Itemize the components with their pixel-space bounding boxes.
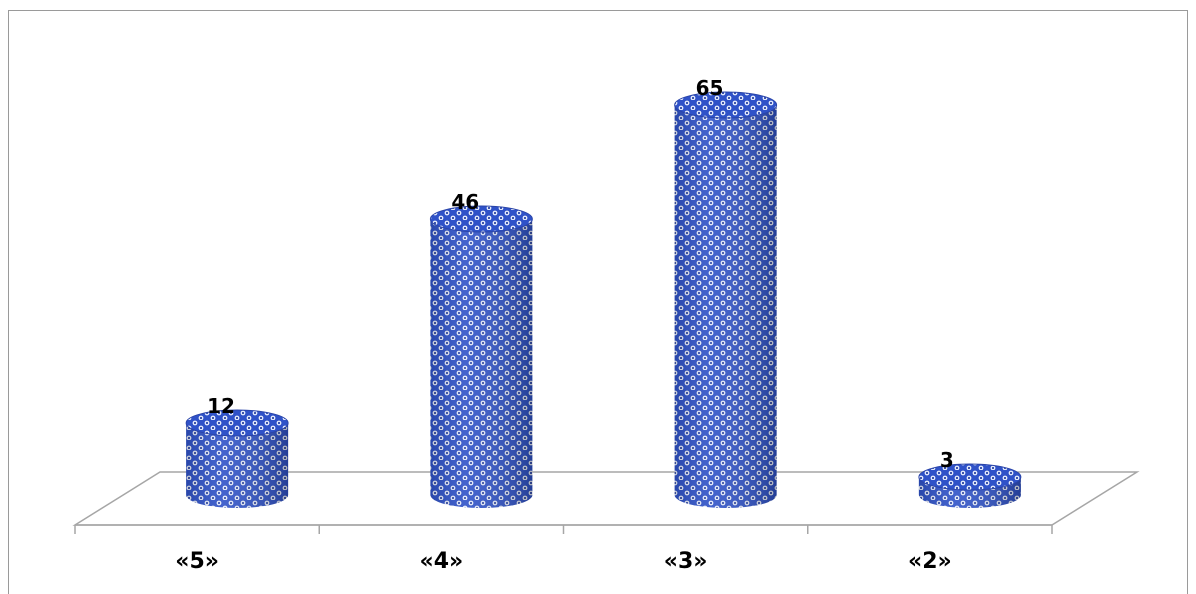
data-label: 12 xyxy=(207,394,235,418)
bar-4 xyxy=(429,205,533,508)
bar-shading xyxy=(674,105,777,508)
data-label: 65 xyxy=(696,76,724,100)
bar-5 xyxy=(185,409,289,508)
bars-group xyxy=(185,91,1022,508)
data-label: 3 xyxy=(940,448,954,472)
bar-3 xyxy=(674,91,778,508)
bar-top xyxy=(674,91,778,119)
bar-top xyxy=(185,409,289,437)
labels-group: 12 «5» 46 «4» 65 «3» 3 «2» xyxy=(175,76,954,574)
bar-top xyxy=(918,463,1022,491)
bar-shading xyxy=(430,219,533,508)
data-label: 46 xyxy=(451,190,479,214)
category-label: «3» xyxy=(664,549,708,574)
category-label: «4» xyxy=(420,549,464,574)
bar-top xyxy=(429,205,533,233)
x-axis-ticks xyxy=(74,525,1053,534)
category-label: «5» xyxy=(175,549,219,574)
bar-shading xyxy=(186,423,289,508)
bar-2 xyxy=(918,463,1022,508)
category-label: «2» xyxy=(908,549,952,574)
